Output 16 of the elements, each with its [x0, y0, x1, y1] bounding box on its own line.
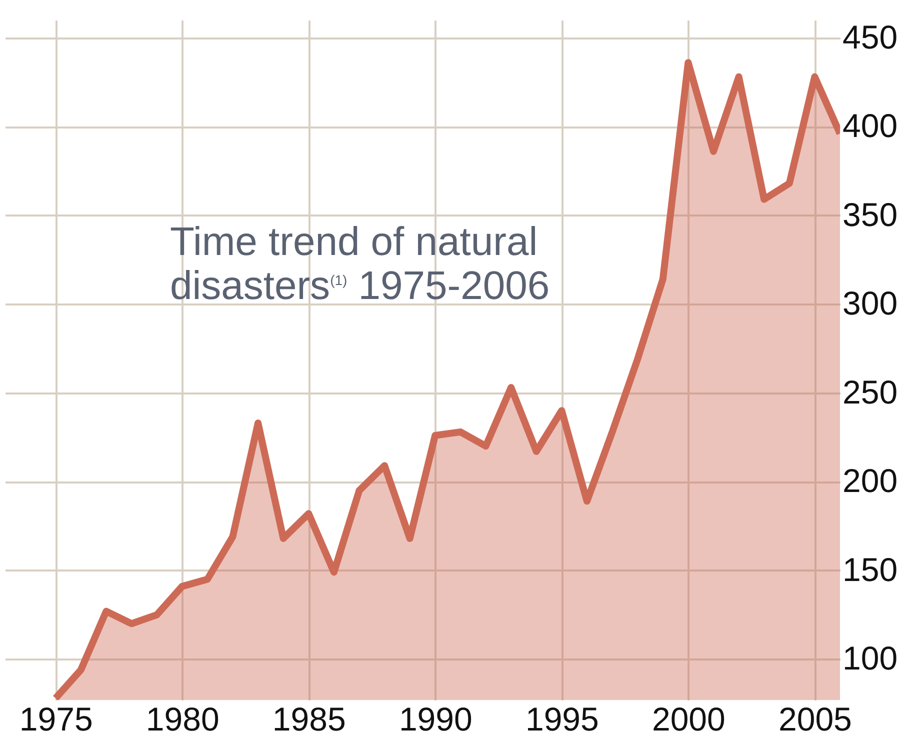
y-tick-label: 150	[842, 550, 898, 588]
x-tick-label: 2000	[652, 700, 726, 738]
y-tick-label: 400	[842, 107, 898, 144]
text: Time trend of natural disasters$^{(1)}$ 1975-2006	[170, 220, 551, 308]
y-tick-label: 350	[842, 196, 898, 233]
x-tick-label: 1990	[398, 700, 472, 738]
x-tick-label: 1995	[525, 700, 599, 738]
x-tick-label: 1975	[19, 700, 93, 738]
y-tick-label: 450	[842, 18, 898, 56]
x-tick-label: 1980	[146, 700, 220, 738]
y-tick-label: 250	[842, 373, 898, 410]
x-tick-label: 1985	[272, 700, 346, 738]
x-tick-label: 2005	[778, 700, 852, 738]
y-tick-label: 300	[842, 284, 898, 322]
y-tick-label: 100	[842, 640, 898, 677]
y-tick-label: 200	[842, 462, 898, 500]
